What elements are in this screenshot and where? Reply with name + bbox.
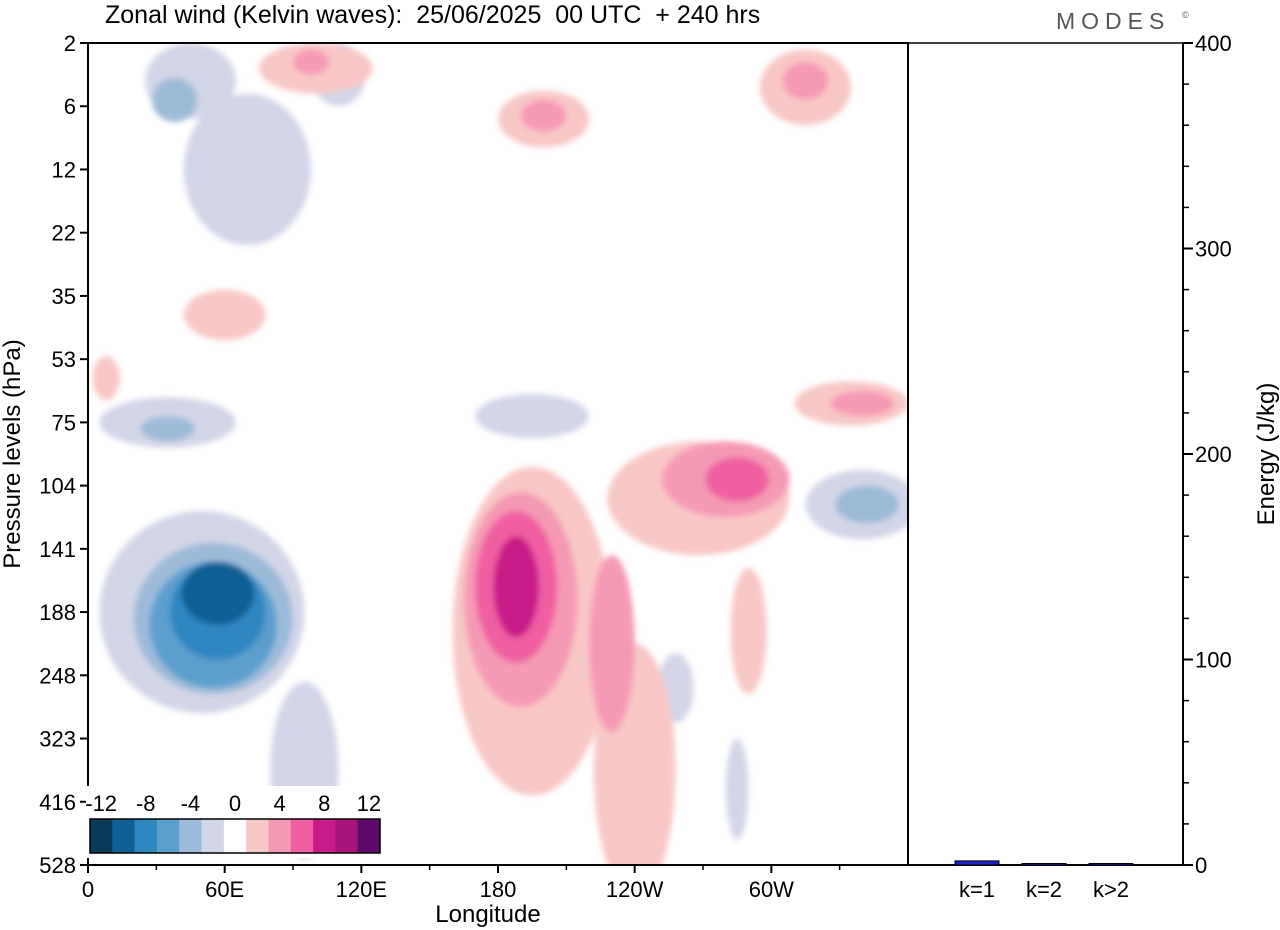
heatmap-region-5 <box>140 416 195 442</box>
chart-title: Zonal wind (Kelvin waves): 25/06/2025 00… <box>105 1 761 29</box>
heatmap-region-33 <box>705 457 770 502</box>
y-tick-label-188: 188 <box>39 600 76 625</box>
energy-category-k>2: k>2 <box>1093 877 1129 902</box>
heatmap-region-24 <box>92 356 120 401</box>
x-tick-label-4: 120W <box>606 877 664 902</box>
colorbar-swatch-3 <box>156 819 180 853</box>
colorbar-swatch-10 <box>313 819 336 853</box>
energy-tick-label-400: 400 <box>1195 31 1232 56</box>
colorbar-swatch-8 <box>268 819 292 853</box>
heatmap-region-22 <box>782 61 829 100</box>
colorbar-frame <box>89 818 381 854</box>
y-tick-label-2: 2 <box>64 31 76 56</box>
y-tick-label-35: 35 <box>52 284 76 309</box>
brand-copyright-mark: © <box>1182 10 1189 20</box>
x-tick-label-1: 60E <box>205 877 244 902</box>
y-tick-label-323: 323 <box>39 727 76 752</box>
heatmap-regions <box>92 43 908 865</box>
colorbar-swatch-6 <box>223 819 247 853</box>
colorbar-swatch-5 <box>201 819 225 853</box>
x-axis-title: Longitude <box>435 901 540 928</box>
colorbar-label-2: -4 <box>181 791 201 816</box>
y-tick-label-22: 22 <box>52 221 76 246</box>
colorbar-swatch-7 <box>246 819 269 853</box>
y-tick-label-248: 248 <box>39 663 76 688</box>
y-tick-label-416: 416 <box>39 790 76 815</box>
energy-bar-k=1 <box>954 860 1000 866</box>
colorbar-swatch-2 <box>134 819 158 853</box>
heatmap-region-35 <box>830 390 895 416</box>
heatmap-region-23 <box>183 289 266 341</box>
y-tick-label-6: 6 <box>64 94 76 119</box>
x-tick-label-3: 180 <box>480 877 517 902</box>
energy-bar-chart: 0 100 200 300 400 Energy (J/kg) k=1 k=2 k>2 <box>908 31 1280 902</box>
heatmap-region-36 <box>730 567 767 695</box>
energy-tick-label-100: 100 <box>1195 648 1232 673</box>
y-tick-label-528: 528 <box>39 853 76 878</box>
energy-bar-k>2 <box>1088 863 1134 866</box>
y-tick-label-53: 53 <box>52 347 76 372</box>
y-tick-label-12: 12 <box>52 157 76 182</box>
heatmap-region-12 <box>181 561 255 625</box>
heatmap-region-6 <box>475 394 590 439</box>
colorbar-swatch-9 <box>290 819 314 853</box>
energy-axis-title: Energy (J/kg) <box>1253 383 1280 526</box>
energy-tick-label-0: 0 <box>1195 853 1207 878</box>
colorbar-label-3: 0 <box>229 791 241 816</box>
heatmap-region-18 <box>293 49 330 75</box>
x-tick-label-5: 60W <box>749 877 794 902</box>
colorbar-swatch-4 <box>179 819 202 853</box>
colorbar-label-1: -8 <box>136 791 156 816</box>
heatmap-region-3 <box>151 77 198 122</box>
colorbar-swatch-1 <box>112 819 135 853</box>
y-tick-label-141: 141 <box>39 537 76 562</box>
heatmap-region-30 <box>589 555 635 733</box>
heatmap-region-28 <box>493 536 539 638</box>
heatmap-region-20 <box>520 99 567 132</box>
y-tick-label-75: 75 <box>52 410 76 435</box>
heatmap-region-15 <box>835 485 899 524</box>
brand-logo: MODES <box>1056 8 1171 34</box>
energy-category-k=1: k=1 <box>959 877 995 902</box>
energy-bar-k=2 <box>1021 863 1067 866</box>
energy-tick-label-200: 200 <box>1195 442 1232 467</box>
colorbar: -12 -8 -4 0 4 8 12 <box>85 786 384 858</box>
colorbar-swatch-12 <box>357 819 381 853</box>
energy-category-k=2: k=2 <box>1026 877 1062 902</box>
energy-tick-label-300: 300 <box>1195 237 1232 262</box>
colorbar-swatch-11 <box>335 819 358 853</box>
heatmap-field <box>92 43 908 865</box>
x-tick-label-0: 0 <box>82 877 94 902</box>
y-axis-title: Pressure levels (hPa) <box>0 339 26 568</box>
colorbar-label-6: 12 <box>357 791 381 816</box>
colorbar-swatch-0 <box>90 819 113 853</box>
colorbar-label-4: 4 <box>273 791 285 816</box>
heatmap-region-16 <box>725 738 749 840</box>
x-tick-label-2: 120E <box>336 877 387 902</box>
heatmap-region-2 <box>183 93 312 246</box>
colorbar-label-0: -12 <box>85 791 117 816</box>
colorbar-label-5: 8 <box>318 791 330 816</box>
y-tick-label-104: 104 <box>39 474 76 499</box>
